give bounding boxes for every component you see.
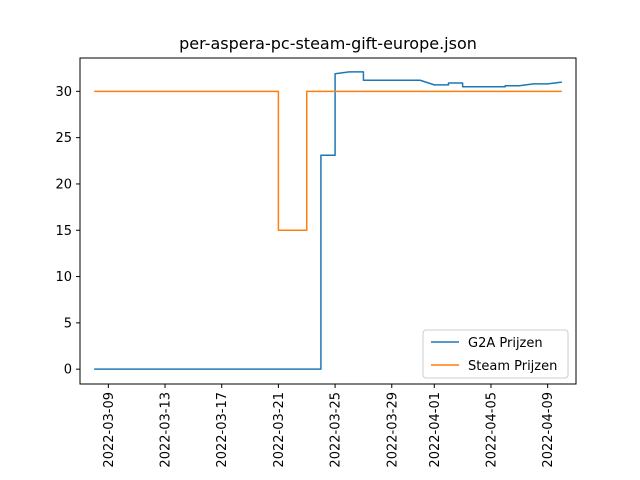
y-tick-label: 20 bbox=[55, 177, 72, 192]
x-tick-label: 2022-03-13 bbox=[159, 392, 174, 468]
series-line-steam bbox=[94, 90, 562, 232]
y-tick-label: 15 bbox=[55, 224, 72, 239]
y-tick-label: 25 bbox=[55, 131, 72, 146]
y-tick-label: 30 bbox=[55, 85, 72, 100]
plot-area bbox=[79, 57, 577, 385]
legend-label-steam: Steam Prijzen bbox=[468, 359, 557, 374]
x-tick-label: 2022-03-21 bbox=[272, 392, 287, 468]
series-line-g2a bbox=[94, 71, 562, 370]
y-tick-label: 10 bbox=[55, 270, 72, 285]
legend-label-g2a: G2A Prijzen bbox=[468, 336, 543, 351]
x-axis: 2022-03-09 2022-03-13 2022-03-17 2022-03-21… bbox=[102, 384, 556, 468]
y-tick-label: 0 bbox=[64, 363, 72, 378]
x-tick-label: 2022-04-05 bbox=[484, 392, 499, 468]
x-tick-label: 2022-03-17 bbox=[215, 392, 230, 468]
x-tick-label: 2022-03-09 bbox=[102, 392, 117, 468]
legend: G2A Prijzen Steam Prijzen bbox=[422, 329, 569, 379]
y-tick-label: 5 bbox=[64, 316, 72, 331]
chart-title: per-aspera-pc-steam-gift-europe.json bbox=[179, 34, 477, 53]
x-tick-label: 2022-03-25 bbox=[329, 392, 344, 468]
x-tick-label: 2022-04-09 bbox=[541, 392, 556, 468]
series-layer bbox=[94, 71, 562, 370]
y-axis: 0 5 10 15 20 25 30 bbox=[55, 85, 80, 378]
plot-frame bbox=[79, 57, 577, 385]
legend-box bbox=[422, 329, 569, 379]
x-tick-label: 2022-03-29 bbox=[385, 392, 400, 468]
x-tick-label: 2022-04-01 bbox=[428, 392, 443, 468]
